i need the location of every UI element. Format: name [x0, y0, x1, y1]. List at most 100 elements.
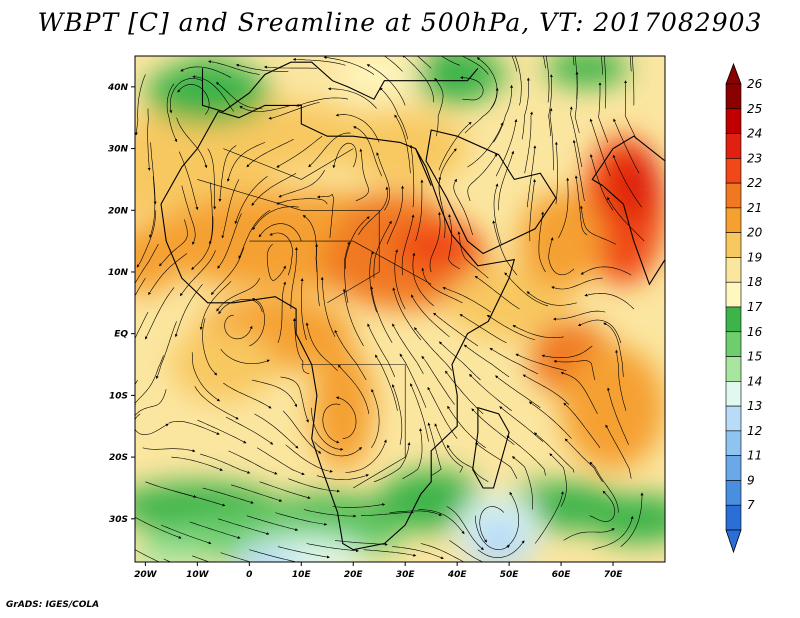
- field-blob: [233, 549, 297, 562]
- streamline: [440, 56, 460, 66]
- streamline: [300, 278, 307, 340]
- streamline: [603, 56, 607, 109]
- streamline: [631, 56, 635, 106]
- streamline: [553, 359, 596, 381]
- plot-area: [135, 56, 665, 562]
- coastlines: [160, 61, 665, 551]
- streamline: [448, 214, 460, 270]
- colorbar-segment: [725, 232, 742, 258]
- colorbar-label: 21: [747, 201, 762, 215]
- streamline: [534, 491, 564, 544]
- streamline: [278, 170, 325, 198]
- streamline: [177, 84, 210, 115]
- field-blob: [405, 56, 510, 94]
- streamline: [421, 355, 455, 405]
- streamline: [363, 549, 417, 557]
- streamline: [504, 272, 549, 307]
- colorbar-segment: [725, 381, 742, 407]
- streamline: [302, 215, 318, 273]
- field-blob: [135, 222, 167, 297]
- streamline: [421, 267, 463, 304]
- colorbar-label: 22: [747, 176, 762, 190]
- streamline: [457, 231, 489, 279]
- streamline: [373, 220, 392, 279]
- streamline: [386, 185, 405, 245]
- country-border: [249, 240, 432, 285]
- streamline: [332, 142, 357, 169]
- streamline: [495, 375, 541, 408]
- streamline: [282, 410, 322, 454]
- field-blob: [561, 346, 665, 470]
- streamline: [528, 401, 572, 439]
- x-tick-label: 60E: [552, 570, 572, 580]
- streamline: [135, 277, 146, 297]
- streamline: [529, 178, 536, 242]
- colorbar-bottom-arrow: [725, 529, 742, 554]
- streamline: [601, 56, 603, 75]
- field-blob: [394, 222, 478, 272]
- streamline: [584, 292, 635, 310]
- streamline: [238, 210, 271, 259]
- streamlines: [135, 56, 645, 562]
- streamline: [171, 456, 223, 471]
- streamline: [589, 490, 616, 522]
- streamline: [306, 543, 359, 553]
- x-tick-label: 10E: [292, 570, 312, 580]
- streamline: [511, 456, 533, 510]
- streamline: [438, 121, 472, 171]
- streamline: [589, 461, 619, 513]
- streamline: [418, 509, 465, 535]
- streamline: [493, 183, 502, 245]
- streamline: [355, 148, 369, 202]
- streamline: [135, 413, 169, 435]
- streamline: [335, 113, 380, 143]
- streamline: [314, 441, 363, 457]
- streamline: [176, 117, 208, 169]
- streamline: [577, 319, 622, 343]
- streamline: [226, 142, 266, 182]
- streamline: [276, 198, 328, 205]
- streamline: [168, 421, 220, 435]
- streamline: [155, 321, 177, 380]
- streamline: [471, 408, 515, 446]
- streamline: [135, 311, 149, 340]
- streamline: [574, 56, 578, 100]
- streamline: [174, 284, 203, 338]
- streamline: [334, 540, 388, 546]
- streamline: [434, 423, 463, 473]
- streamline: [216, 277, 260, 312]
- colorbar-segment: [725, 504, 742, 531]
- streamline: [370, 286, 393, 344]
- colorbar-label: 14: [747, 374, 762, 388]
- streamline: [453, 178, 473, 236]
- streamline: [434, 77, 444, 137]
- streamline: [251, 172, 297, 206]
- streamline: [259, 481, 311, 499]
- y-tick-label: 10N: [108, 268, 129, 278]
- streamline: [303, 509, 357, 518]
- streamline: [150, 142, 157, 205]
- colorbar: 26 25 24 23 22 21 20 19 18 17 16 15 14 13 12 11 9 7: [725, 62, 763, 554]
- streamline: [410, 383, 429, 442]
- streamline: [492, 220, 518, 276]
- streamline: [367, 323, 396, 378]
- streamline: [345, 439, 387, 473]
- field-blob: [145, 62, 271, 124]
- streamline: [411, 294, 450, 338]
- streamline: [613, 118, 640, 174]
- streamline: [228, 450, 278, 475]
- y-tick-label: 30S: [109, 515, 128, 525]
- streamline: [446, 506, 484, 551]
- streamline: [266, 243, 286, 282]
- field-blob: [545, 56, 629, 87]
- streamline: [276, 135, 323, 168]
- colorbar-top-arrow: [725, 62, 742, 85]
- colorbar-segment: [725, 405, 742, 432]
- colorbar-label: 18: [747, 275, 763, 289]
- streamline: [391, 384, 403, 445]
- streamline: [554, 141, 558, 205]
- streamline: [560, 371, 598, 415]
- streamline: [220, 552, 252, 562]
- streamline: [469, 373, 512, 412]
- country-border: [197, 179, 380, 304]
